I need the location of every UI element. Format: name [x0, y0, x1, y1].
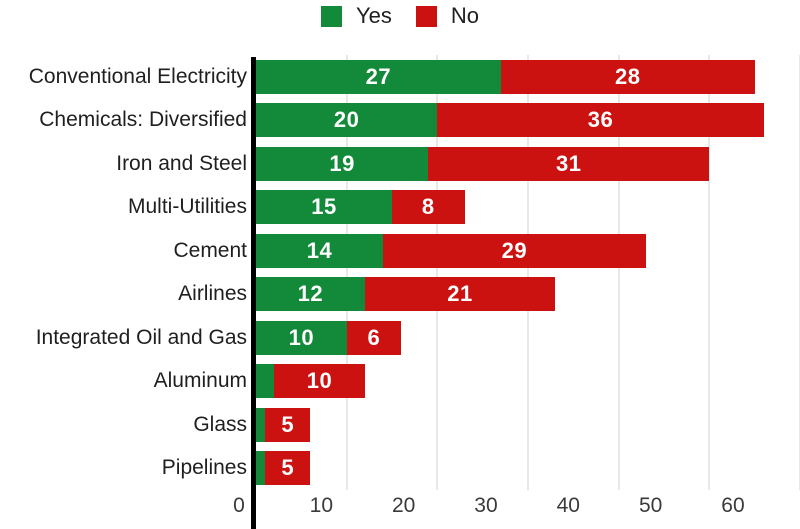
legend-label-yes: Yes: [355, 3, 392, 28]
bar-value-label: 5: [281, 411, 295, 437]
bar-segment-yes: 20: [256, 103, 438, 138]
bar-row: 20 36: [251, 99, 800, 143]
bar-segment-yes: 15: [256, 190, 392, 225]
y-axis-line: [251, 57, 256, 529]
bar-segment-yes: [256, 364, 275, 399]
bar-segment-no: 8: [392, 190, 465, 225]
bar-segment-yes: 10: [256, 320, 347, 355]
bar-segment-no: 36: [437, 103, 764, 138]
legend-swatch-yes-icon: [320, 5, 342, 27]
bar-row: 27 28: [251, 55, 800, 99]
bar-segment-no: 10: [274, 364, 365, 399]
x-axis: 0 10 20 30 40 50 60: [0, 494, 800, 524]
bar-segment-yes: [256, 451, 266, 486]
bar-value-label: 10: [288, 324, 315, 350]
x-tick-label: 20: [391, 494, 416, 517]
bar-value-label: 27: [365, 63, 392, 89]
plot-area: 27 28 20 36 19 31 15 8 14 29 12 21 10 6 10 5 5: [251, 55, 800, 529]
bar-value-label: 14: [306, 237, 333, 263]
bar-value-label: 8: [421, 194, 435, 220]
category-label: Multi-Utilities: [127, 195, 247, 219]
bar-segment-no: 29: [382, 233, 646, 268]
category-axis: Conventional Electricity Chemicals: Diver…: [0, 55, 247, 490]
bar-value-label: 36: [587, 107, 614, 133]
legend-swatch-no-icon: [415, 5, 437, 27]
bar-value-label: 5: [281, 455, 295, 481]
bar-segment-no: 28: [500, 59, 755, 94]
bar-value-label: 20: [333, 107, 360, 133]
bar-segment-yes: 12: [256, 277, 365, 312]
legend: Yes No: [0, 3, 800, 29]
bar-segment-yes: 14: [256, 233, 383, 268]
bar-segment-no: 5: [265, 451, 311, 486]
bar-segment-no: 5: [265, 407, 311, 442]
gridline-x-40: [617, 55, 620, 490]
bar-row: 15 8: [251, 186, 800, 230]
category-label: Glass: [193, 412, 247, 436]
bar-segment-yes: 19: [256, 146, 429, 181]
x-tick-label: 40: [556, 494, 580, 517]
bar-row: 5: [251, 447, 800, 491]
gridline-x-30: [527, 55, 529, 490]
bar-value-label: 29: [501, 237, 528, 263]
bar-value-label: 28: [614, 63, 641, 89]
bar-value-label: 12: [297, 281, 324, 307]
bar-row: 10 6: [251, 316, 800, 360]
bar-segment-no: 21: [364, 277, 556, 312]
legend-item-yes: Yes: [320, 3, 392, 29]
category-label: Aluminum: [153, 369, 247, 393]
bar-value-label: 19: [329, 150, 355, 176]
x-tick-label: 30: [474, 494, 498, 517]
x-tick-label: 60: [721, 494, 745, 517]
x-tick-label: 0: [233, 494, 245, 517]
x-tick-label: 50: [638, 494, 663, 517]
category-label: Cement: [173, 238, 247, 262]
bar-segment-yes: 27: [256, 59, 501, 94]
bar-row: 14 29: [251, 229, 800, 273]
bar-value-label: 21: [447, 281, 473, 307]
gridline-x-20: [436, 55, 439, 490]
bar-value-label: 10: [306, 368, 333, 394]
x-tick-label: 10: [309, 494, 334, 517]
category-label: Conventional Electricity: [28, 64, 247, 88]
legend-label-no: No: [450, 3, 479, 28]
category-label: Pipelines: [161, 456, 247, 480]
bar-value-label: 6: [367, 324, 381, 350]
bar-segment-yes: [256, 407, 266, 442]
category-label: Chemicals: Diversified: [39, 108, 247, 132]
bar-row: 12 21: [251, 273, 800, 317]
category-label: Airlines: [178, 282, 247, 306]
bar-segment-no: 31: [428, 146, 710, 181]
legend-item-no: No: [415, 3, 479, 29]
category-label: Integrated Oil and Gas: [35, 325, 247, 349]
gridline-x-50: [708, 55, 711, 490]
bar-value-label: 31: [556, 150, 582, 176]
bar-row: 19 31: [251, 142, 800, 186]
bar-segment-no: 6: [346, 320, 402, 355]
category-label: Iron and Steel: [116, 151, 247, 175]
bar-row: 5: [251, 403, 800, 447]
bar-value-label: 15: [311, 194, 337, 220]
bar-row: 10: [251, 360, 800, 404]
gridline-x-10: [345, 55, 348, 490]
